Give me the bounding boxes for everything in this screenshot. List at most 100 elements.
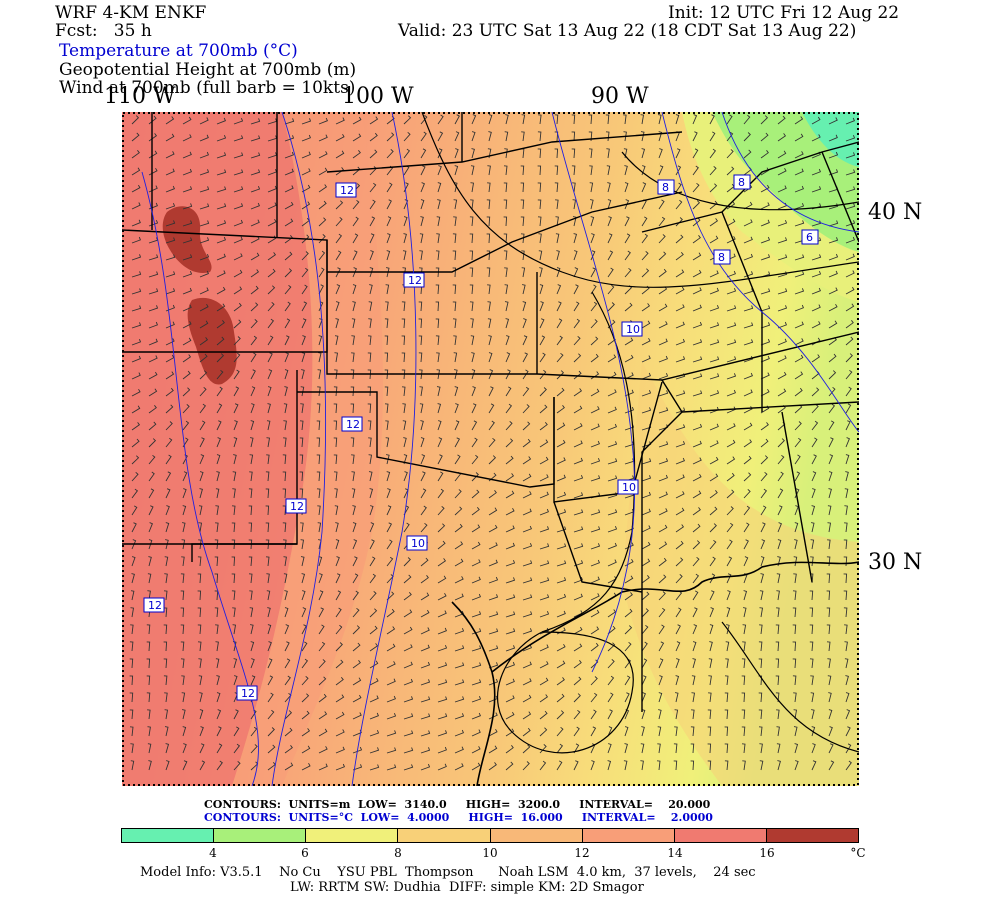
wind-barb <box>197 573 202 584</box>
wind-barb <box>369 522 375 533</box>
wind-barb <box>469 233 474 244</box>
wind-barb <box>453 335 457 346</box>
height-contours <box>421 112 859 754</box>
wind-barb <box>709 200 718 210</box>
wind-barb <box>369 608 378 618</box>
wind-barb <box>420 730 431 737</box>
wind-barb <box>369 625 378 635</box>
wind-barb <box>828 287 838 295</box>
wind-barb <box>590 475 601 482</box>
wind-barb <box>369 182 377 193</box>
wind-barb <box>845 236 855 244</box>
wind-barb <box>690 726 695 737</box>
wind-barb <box>777 371 787 380</box>
wind-barb <box>692 373 703 380</box>
wind-barb <box>573 457 583 465</box>
wind-barb <box>743 505 751 516</box>
wind-barb <box>471 403 477 414</box>
wind-barb <box>692 148 699 159</box>
wind-barb <box>522 456 532 465</box>
wind-barb <box>318 763 328 771</box>
wind-barb <box>131 150 140 159</box>
wind-barb <box>216 709 222 720</box>
wind-barb <box>197 624 202 635</box>
wind-barb <box>233 726 240 737</box>
wind-barb <box>182 743 187 754</box>
wind-barb <box>318 134 328 142</box>
wind-barb <box>437 696 448 703</box>
wind-barb <box>554 165 559 176</box>
wind-barb <box>471 576 481 584</box>
wind-barb <box>709 322 720 329</box>
wind-barb <box>488 352 493 363</box>
wind-barb <box>692 390 703 397</box>
svg-text:12: 12 <box>241 687 255 700</box>
wind-barb <box>267 709 275 720</box>
wind-barb <box>248 488 253 499</box>
wind-barb <box>420 131 427 142</box>
wind-barb <box>369 643 379 652</box>
wind-barb <box>488 712 498 720</box>
wind-barb <box>709 590 715 601</box>
wind-barb <box>420 454 426 465</box>
wind-barb <box>418 301 423 312</box>
wind-barb <box>401 301 406 312</box>
wind-barb <box>811 709 815 720</box>
wind-barb <box>401 352 406 363</box>
wind-barb <box>828 270 838 278</box>
wind-barb <box>573 405 583 414</box>
wind-barb <box>454 558 464 567</box>
wind-barb <box>607 250 614 261</box>
wind-barb <box>707 726 712 737</box>
wind-barb <box>692 658 696 669</box>
wind-barb <box>724 743 729 754</box>
wind-barb <box>284 710 293 720</box>
wind-barb <box>131 556 136 567</box>
wind-barb <box>641 216 648 227</box>
init-time: Init: 12 UTC Fri 12 Aug 22 <box>668 3 900 23</box>
wind-barb <box>165 168 175 176</box>
wind-barb <box>726 339 737 346</box>
colorbar-label: 16 <box>759 846 775 860</box>
wind-barb <box>300 522 304 533</box>
wind-barb <box>165 321 175 329</box>
wind-barb <box>692 490 702 499</box>
wind-barb <box>216 186 227 193</box>
wind-barb <box>709 270 719 278</box>
wind-barb <box>131 388 141 397</box>
wind-barb <box>199 370 208 380</box>
wind-barb <box>777 167 787 176</box>
wind-barb <box>471 611 482 618</box>
wind-barb <box>707 743 712 754</box>
wind-barb <box>284 745 293 754</box>
wind-barb <box>743 149 752 159</box>
wind-barb <box>368 471 373 482</box>
wind-barb <box>301 267 309 278</box>
wind-barb <box>641 525 651 533</box>
wind-barb <box>165 185 176 193</box>
wind-barb <box>352 712 362 720</box>
wind-barb <box>590 406 600 414</box>
wind-barb <box>692 473 702 482</box>
wind-barb <box>163 607 168 618</box>
wind-barb <box>233 743 241 754</box>
wind-barb <box>367 386 372 397</box>
wind-barb <box>436 233 440 244</box>
wind-barb <box>828 692 832 703</box>
wind-barb <box>573 250 578 261</box>
wind-barb <box>692 235 701 244</box>
wind-barb <box>539 611 550 618</box>
wind-barb <box>726 288 737 295</box>
wind-barb <box>420 696 431 703</box>
wind-barb <box>760 573 764 584</box>
model-info-line1: Model Info: V3.5.1 No Cu YSU PBL Thompso… <box>140 865 756 880</box>
wind-barb <box>828 320 838 329</box>
wind-barb <box>148 438 157 448</box>
wind-barb <box>401 318 406 329</box>
wind-barb <box>605 114 610 125</box>
wind-barb <box>250 269 260 278</box>
wind-barb <box>233 203 244 210</box>
wind-barb <box>743 271 754 278</box>
wind-barb <box>215 488 220 499</box>
wind-barb <box>318 167 328 176</box>
